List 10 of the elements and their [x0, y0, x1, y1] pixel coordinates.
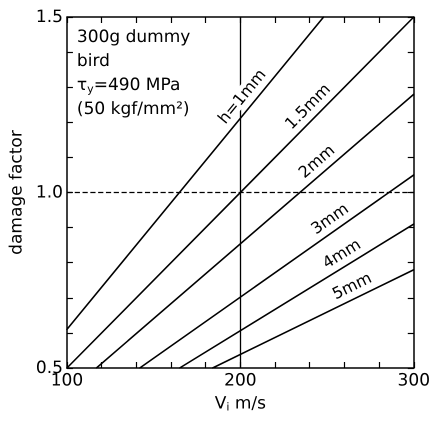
annotation: τy=490 MPa	[76, 75, 180, 96]
annotation: bird	[76, 51, 110, 71]
x-tick-label: 300	[398, 370, 430, 390]
annotation: 300g dummy	[76, 27, 190, 47]
annotation: (50 kgf/mm²)	[76, 99, 190, 119]
y-axis-title: damage factor	[6, 130, 26, 255]
x-tick-label: 200	[224, 370, 257, 390]
y-tick-label: 1.5	[36, 7, 63, 27]
x-axis-title: Vi m/s	[214, 393, 266, 414]
y-tick-label: 1.0	[36, 182, 63, 202]
